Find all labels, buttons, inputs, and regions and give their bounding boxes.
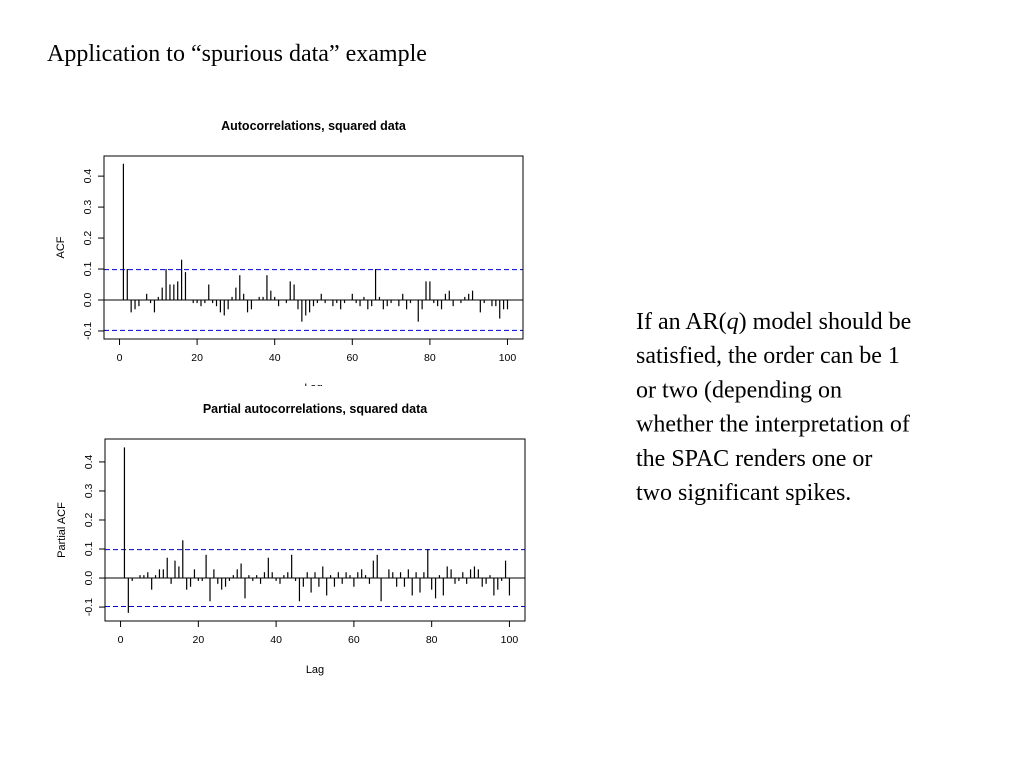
x-tick-label: 80 xyxy=(426,634,438,646)
y-tick-label: 0.0 xyxy=(83,571,95,586)
y-axis-label: ACF xyxy=(55,236,67,258)
y-tick-label: 0.3 xyxy=(82,200,94,215)
text-run: two significant spikes. xyxy=(636,480,851,506)
paragraph-line: two significant spikes. xyxy=(636,480,851,506)
text-run: If an AR( xyxy=(636,309,727,335)
text-run: whether the interpretation of xyxy=(636,412,910,438)
y-axis-label: Partial ACF xyxy=(56,502,68,558)
slide-title: Application to “spurious data” example xyxy=(47,41,427,67)
paragraph-line: the SPAC renders one or xyxy=(636,446,872,472)
text-run: satisfied, the order can be 1 xyxy=(636,343,900,369)
y-tick-label: -0.1 xyxy=(82,322,94,340)
y-tick-label: 0.4 xyxy=(82,169,94,184)
acf-chart: LagAutocorrelations, squared dataACF0204… xyxy=(55,119,524,394)
x-tick-label: 20 xyxy=(192,634,204,646)
plot-frame xyxy=(103,155,524,340)
y-tick-label: 0.0 xyxy=(82,293,94,308)
plot-frame xyxy=(104,438,526,622)
y-tick-label: 0.2 xyxy=(82,231,94,246)
text-run: q xyxy=(727,309,739,335)
paragraph-line: whether the interpretation of xyxy=(636,412,910,438)
x-tick-label: 80 xyxy=(424,352,436,364)
text-run: ) model should be xyxy=(739,309,912,335)
x-tick-label: 40 xyxy=(269,352,281,364)
x-tick-label: 40 xyxy=(270,634,282,646)
x-tick-label: 0 xyxy=(117,352,123,364)
paragraph-line: If an AR(q) model should be xyxy=(636,309,911,335)
text-run: the SPAC renders one or xyxy=(636,446,872,472)
y-tick-label: 0.1 xyxy=(83,542,95,557)
chart-title: Autocorrelations, squared data xyxy=(221,119,407,133)
paragraph: If an AR(q) model should be satisfied, th… xyxy=(636,309,911,506)
acf-chart: Lag Partial autocorrelations, squared dat… xyxy=(56,402,526,676)
text-run: or two (depending on xyxy=(636,377,842,403)
y-tick-label: 0.4 xyxy=(83,454,95,469)
x-tick-label: 100 xyxy=(501,634,519,646)
chart-title: Partial autocorrelations, squared data xyxy=(203,402,428,416)
x-tick-label: 60 xyxy=(348,634,360,646)
x-tick-label: 0 xyxy=(118,634,124,646)
title-band xyxy=(250,386,370,398)
paragraph-line: satisfied, the order can be 1 xyxy=(636,343,900,369)
y-tick-label: 0.1 xyxy=(82,262,94,277)
y-tick-label: -0.1 xyxy=(83,598,95,616)
x-tick-label: 20 xyxy=(191,352,203,364)
paragraph-line: or two (depending on xyxy=(636,377,842,403)
x-axis-label: Lag xyxy=(306,664,324,676)
y-tick-label: 0.3 xyxy=(83,484,95,499)
x-tick-label: 100 xyxy=(499,352,517,364)
x-tick-label: 60 xyxy=(346,352,358,364)
y-tick-label: 0.2 xyxy=(83,513,95,528)
